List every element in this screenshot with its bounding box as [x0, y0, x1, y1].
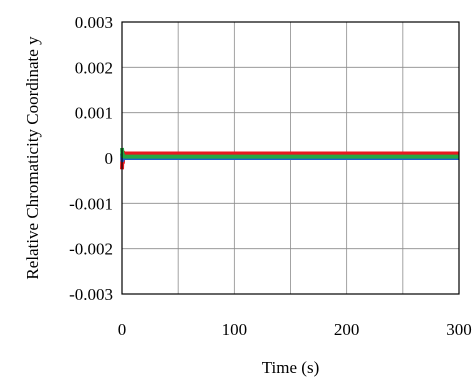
- x-tick-label: 0: [118, 320, 127, 339]
- y-tick-label: -0.003: [69, 285, 113, 304]
- y-tick-label: 0.003: [75, 13, 113, 32]
- x-tick-label: 300: [446, 320, 472, 339]
- y-tick-label: -0.002: [69, 240, 113, 259]
- y-tick-label: -0.001: [69, 194, 113, 213]
- x-axis-title: Time (s): [262, 358, 319, 377]
- y-axis-title: Relative Chromaticity Coordinate y: [23, 36, 42, 280]
- x-tick-label: 100: [222, 320, 248, 339]
- y-tick-labels: 0.003 0.002 0.001 0 -0.001 -0.002 -0.003: [69, 13, 113, 304]
- plot-frame: [121, 21, 460, 295]
- y-tick-label: 0: [105, 149, 114, 168]
- y-tick-label: 0.002: [75, 58, 113, 77]
- x-tick-labels: 0 100 200 300: [118, 320, 472, 339]
- x-tick-label: 200: [334, 320, 360, 339]
- y-tick-label: 0.001: [75, 104, 113, 123]
